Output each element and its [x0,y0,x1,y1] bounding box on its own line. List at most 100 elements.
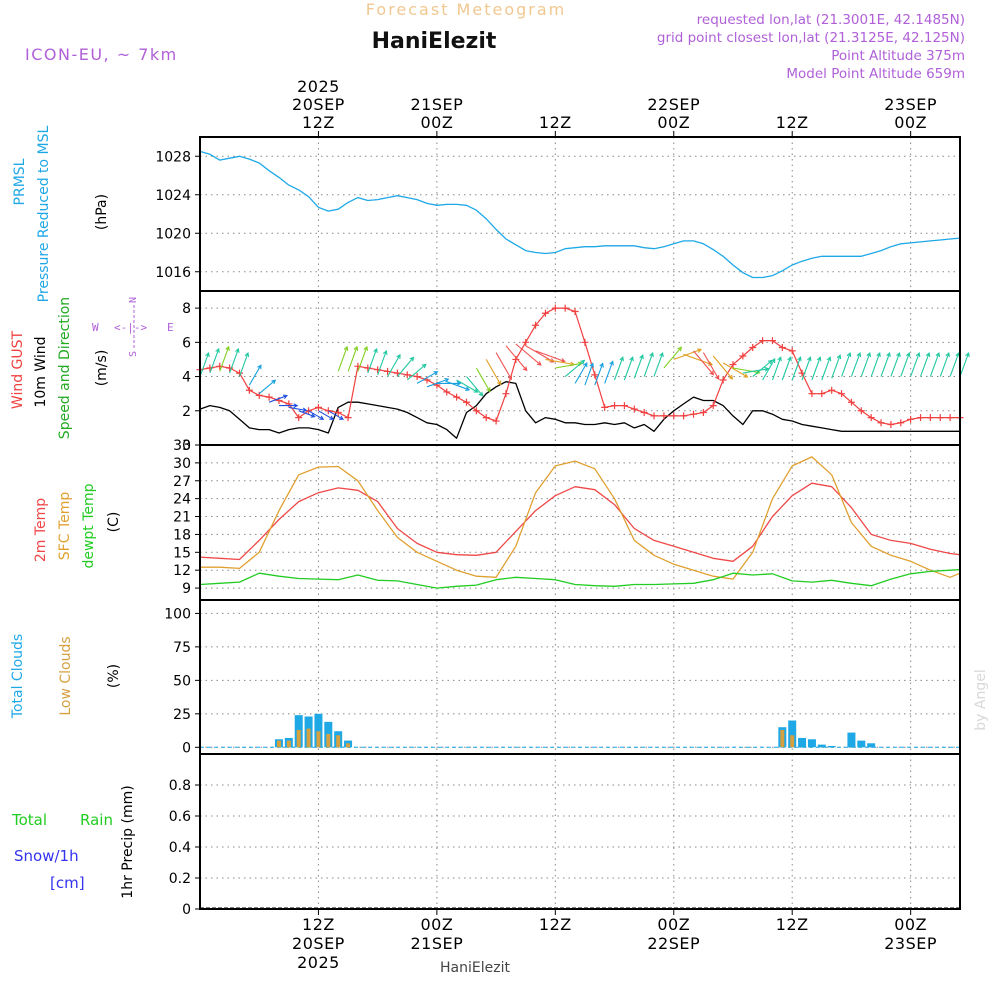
ytick-label-pressure: 1024 [155,188,191,204]
wind-gust-marker [828,386,836,394]
wind-gust-marker [926,414,934,422]
wind-gust-marker [295,414,303,422]
wind-direction-arrow [900,352,911,377]
wind-direction-arrow [860,352,872,377]
ytick-label-wind: 4 [182,370,191,386]
wind-gust-marker [670,412,678,420]
ytick-label-temperature: 24 [173,492,191,508]
wind-direction-arrow [821,356,832,381]
wind-gust-marker [601,403,609,411]
model-altitude: Model Point Altitude 659m [786,66,965,82]
wind-direction-arrow [959,352,970,377]
cloud-total-bar [798,737,807,748]
wind-labels: Wind GUST 10m Wind Speed and Direction (… [10,297,174,439]
wind-direction-arrow [485,359,502,386]
wind-direction-arrow [258,379,277,395]
wind-direction-arrow [436,381,462,386]
wind-direction-arrow [406,363,427,381]
cloud-total-bar [857,740,866,748]
cloud-low-bar [286,740,291,748]
wind-compass: W <-|-> E N S [92,297,174,357]
wind-direction-arrow [594,362,604,386]
wind-direction-arrow [693,350,715,376]
wind-direction-arrow [268,394,288,403]
wind-gust-marker [265,393,273,401]
wind-gust-line [199,307,960,426]
location-title: HaniElezit [372,29,497,54]
wind-direction-arrow [604,360,614,384]
wind-gust-marker [462,398,470,406]
wind-direction-arrow [673,348,703,360]
wind-gust-marker [739,352,747,360]
top-time-label: 2025 [297,77,340,96]
wind-gust-marker [749,343,757,351]
wind-direction-arrow [199,352,210,377]
y-tick-labels: 1016102010241028024689121518212427303302… [155,149,200,918]
wind-gust-marker [492,417,500,425]
ytick-label-temperature: 21 [173,510,191,526]
bottom-time-label: 22SEP [647,934,700,953]
top-time-label: 22SEP [647,95,700,114]
gridlines [200,137,960,910]
wind-direction-arrow [712,355,734,380]
panel-frame-clouds [199,599,961,755]
wind-direction-arrow [633,354,644,379]
wind-gust-marker [877,419,885,427]
wind-gust-marker [640,408,648,416]
top-time-label: 12Z [302,113,335,132]
bottom-time-label: 21SEP [410,934,463,953]
wind-gust-marker [482,414,490,422]
ytick-label-clouds: 100 [164,606,191,622]
pressure-label-msl: Pressure Reduced to MSL [36,125,52,302]
wind-direction-arrow [308,410,325,420]
wind-10m-line [199,381,960,439]
cloud-label-total: Total Clouds [10,634,26,719]
bottom-time-label: 00Z [657,915,690,934]
ytick-label-temperature: 30 [173,456,191,472]
cloud-total-bar [847,732,856,748]
wind-gust-marker [443,388,451,396]
cloud-low-bar [326,733,331,748]
wind-label-10m: 10m Wind [33,336,49,407]
wind-gust-marker [314,403,322,411]
wind-gust-marker [620,402,628,410]
ytick-label-pressure: 1028 [155,149,191,165]
cloud-low-bar [790,735,795,748]
wind-direction-arrow [781,356,792,381]
compass-arrows: <-|-> [114,321,147,334]
temp-2m-line [199,482,961,562]
compass-n: N [128,297,139,303]
bottom-time-label: 12Z [776,915,809,934]
wind-gust-marker [285,400,293,408]
temp-label-dewpt: dewpt Temp [81,483,97,568]
footer-location: HaniElezit [440,960,510,976]
wind-direction-arrow [949,352,960,377]
wind-label-speed-dir: Speed and Direction [57,297,73,439]
bottom-time-label: 00Z [420,915,453,934]
wind-direction-arrow [850,352,862,377]
wind-gust-marker [403,371,411,379]
wind-gust-marker [729,361,737,369]
wind-direction-arrow [870,352,881,377]
bottom-time-label: 12Z [302,915,335,934]
pressure-labels: PRMSL Pressure Reduced to MSL (hPa) [12,125,110,302]
watermark: by Angel [973,669,989,730]
top-time-label: 23SEP [884,95,937,114]
wind-gust-marker [897,419,905,427]
product-title: Forecast Meteogram [366,0,566,19]
temp-label-sfc: SFC Temp [57,492,73,561]
ytick-label-wind: 6 [182,335,191,351]
wind-direction-arrow [623,356,634,381]
wind-direction-arrow [791,356,802,381]
panel-frame-wind [199,290,961,446]
wind-direction-arrow [446,381,471,391]
ytick-label-clouds: 25 [173,707,191,723]
wind-gust-marker [453,393,461,401]
ytick-label-precip: 0.8 [169,778,191,794]
ytick-label-pressure: 1020 [155,226,191,242]
wind-gust-marker [591,371,599,379]
wind-direction-arrow [722,362,749,378]
wind-gust-marker [532,321,540,329]
